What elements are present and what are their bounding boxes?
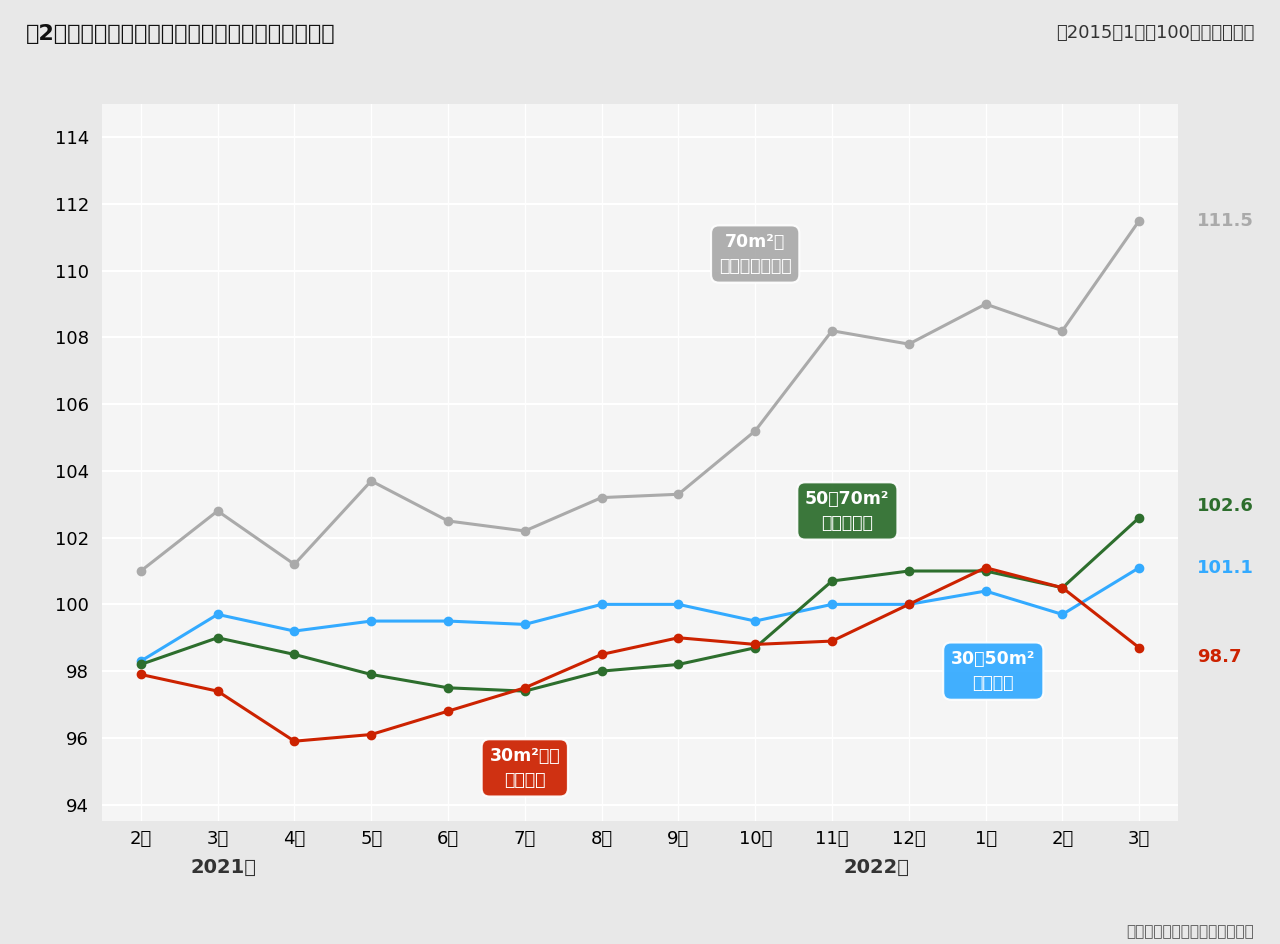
Text: 101.1: 101.1 [1197, 559, 1253, 577]
Text: 50〜70m²
ファミリー: 50〜70m² ファミリー [805, 490, 890, 531]
Text: 出典：（株）アットホーム調べ: 出典：（株）アットホーム調べ [1126, 924, 1254, 939]
Text: （2015年1月＝100としたもの）: （2015年1月＝100としたもの） [1056, 24, 1254, 42]
Text: 2022年: 2022年 [844, 858, 910, 877]
Text: 98.7: 98.7 [1197, 649, 1242, 666]
Text: 102.6: 102.6 [1197, 497, 1253, 515]
Text: 図2：【東京都下】マンション平均家賃指数の推移: 図2：【東京都下】マンション平均家賃指数の推移 [26, 24, 335, 43]
Text: 30m²以下
シングル: 30m²以下 シングル [489, 747, 561, 788]
Text: 111.5: 111.5 [1197, 211, 1253, 229]
Text: 30〜50m²
カップル: 30〜50m² カップル [951, 650, 1036, 692]
Text: 70m²超
大型ファミリー: 70m²超 大型ファミリー [719, 233, 791, 275]
Text: 2021年: 2021年 [191, 858, 257, 877]
